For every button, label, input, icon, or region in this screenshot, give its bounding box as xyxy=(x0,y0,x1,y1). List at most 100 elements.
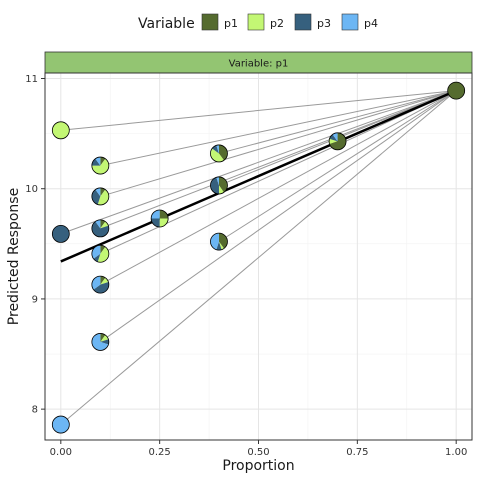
y-tick-label: 9 xyxy=(32,294,38,305)
data-point xyxy=(447,81,466,100)
projection-line xyxy=(100,90,457,229)
pie-slice xyxy=(218,233,228,249)
legend-label-p3: p3 xyxy=(317,17,331,30)
x-axis: 0.00 0.25 0.50 0.75 1.00 xyxy=(50,440,467,458)
pie-outline xyxy=(210,144,228,163)
projection-line xyxy=(218,90,457,154)
pie-slice xyxy=(100,339,109,345)
x-tick-label: 1.00 xyxy=(445,447,467,458)
projection-line xyxy=(100,90,457,167)
pie-outline xyxy=(150,209,169,228)
legend-swatch-p2 xyxy=(247,13,265,31)
data-point xyxy=(51,415,70,434)
pie-slice xyxy=(52,416,70,434)
data-point xyxy=(210,176,228,195)
data-point xyxy=(91,156,110,175)
effect-line xyxy=(60,89,457,263)
projection-lines xyxy=(60,90,457,425)
pie-slice xyxy=(91,189,101,205)
pie-slice xyxy=(216,241,222,251)
pie-slice xyxy=(93,281,109,294)
projection-line xyxy=(60,90,457,235)
legend-swatch-p1 xyxy=(201,13,219,31)
pie-slice xyxy=(95,157,101,166)
data-point xyxy=(51,225,70,243)
data-point xyxy=(91,244,110,263)
pie-slice xyxy=(95,219,101,229)
legend: Variable p1 p2 p3 p4 xyxy=(138,13,378,32)
data-point xyxy=(91,219,110,238)
projection-line xyxy=(100,90,457,343)
data-point xyxy=(51,121,70,140)
pie-outline xyxy=(328,132,347,151)
pie-slice xyxy=(91,158,109,175)
legend-title: Variable xyxy=(138,16,195,32)
x-tick-label: 0.00 xyxy=(50,447,72,458)
pie-outline xyxy=(91,244,110,263)
legend-swatch-p3 xyxy=(294,13,312,31)
effect-line-path xyxy=(60,89,457,263)
pie-outline xyxy=(51,225,70,243)
legend-label-p2: p2 xyxy=(270,17,284,30)
data-point xyxy=(210,144,228,163)
legend-swatch-p4 xyxy=(341,13,359,31)
data-point xyxy=(210,232,228,251)
pie-slice xyxy=(159,209,169,219)
pie-slice xyxy=(97,189,109,205)
projection-line xyxy=(100,90,457,286)
pie-slice xyxy=(52,121,70,139)
pie-slice xyxy=(216,144,219,154)
pie-slice xyxy=(447,82,465,100)
data-point xyxy=(328,132,347,151)
pie-slice xyxy=(100,187,106,197)
y-tick-label: 10 xyxy=(25,184,38,195)
pie-outline xyxy=(91,333,110,351)
pie-slice xyxy=(210,148,224,162)
data-point xyxy=(91,187,110,206)
pie-slice xyxy=(100,335,109,342)
projection-line xyxy=(60,90,457,131)
pie-outline xyxy=(51,121,70,140)
pie-slice xyxy=(218,241,224,250)
pie-slice xyxy=(159,218,169,227)
pie-slice xyxy=(332,132,338,142)
legend-label-p4: p4 xyxy=(364,17,378,30)
pie-slice xyxy=(100,277,109,285)
pie-slice xyxy=(91,221,109,237)
pie-outline xyxy=(447,81,466,100)
pie-slice xyxy=(216,176,219,186)
pie-slice xyxy=(329,132,347,150)
x-axis-title: Proportion xyxy=(222,458,294,474)
pie-slice xyxy=(151,209,160,219)
pie-slice xyxy=(100,157,106,166)
x-tick-label: 0.25 xyxy=(149,447,171,458)
y-axis-title: Predicted Response xyxy=(6,188,22,325)
pie-slice xyxy=(329,138,338,144)
pie-outline xyxy=(91,275,110,294)
legend-label-p1: p1 xyxy=(224,17,238,30)
pie-slice xyxy=(100,276,106,285)
pie-slice xyxy=(52,225,70,243)
pie-slice xyxy=(100,221,109,229)
pie-outline xyxy=(91,219,110,238)
pie-slice xyxy=(210,177,219,194)
data-points xyxy=(51,81,466,434)
pie-outline xyxy=(210,176,228,195)
pie-slice xyxy=(151,218,160,227)
y-tick-label: 11 xyxy=(25,74,38,85)
data-point xyxy=(91,275,110,294)
facet-strip: Variable: p1 xyxy=(44,51,473,74)
x-tick-label: 0.50 xyxy=(247,447,269,458)
pie-slice xyxy=(91,333,109,351)
projection-line xyxy=(60,90,457,425)
pie-slice xyxy=(329,134,338,142)
pie-slice xyxy=(218,185,224,194)
pie-slice xyxy=(100,219,106,229)
projection-line xyxy=(218,90,457,243)
pie-slice xyxy=(218,144,228,161)
grid xyxy=(45,73,472,440)
pie-slice xyxy=(100,333,106,342)
pie-slice xyxy=(212,145,219,154)
projection-line xyxy=(100,90,457,197)
